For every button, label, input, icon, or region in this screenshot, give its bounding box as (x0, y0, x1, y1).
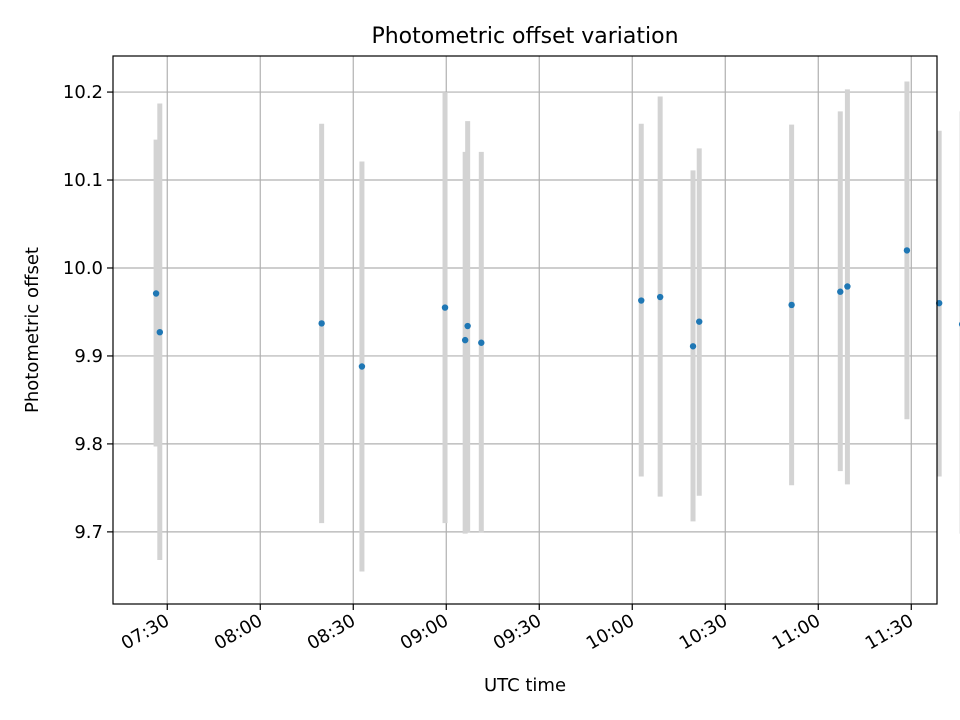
y-axis-ticks: 9.7 9.8 9.9 10.0 10.1 10.2 (63, 82, 113, 543)
y-tick-label: 9.8 (74, 434, 103, 455)
data-point (152, 290, 160, 297)
data-point (441, 304, 449, 311)
y-axis-label: Photometric offset (22, 247, 43, 413)
data-point (656, 293, 664, 301)
x-tick-label: 10:00 (583, 610, 638, 654)
x-tick-label: 11:00 (769, 610, 824, 654)
x-axis-label: UTC time (484, 675, 566, 696)
y-tick-label: 10.2 (63, 82, 103, 103)
data-point (156, 328, 164, 336)
data-point (358, 363, 366, 370)
x-tick-label: 09:00 (397, 610, 452, 654)
data-point (461, 336, 469, 344)
x-tick-label: 10:30 (676, 610, 731, 654)
data-point (318, 320, 325, 327)
x-axis-ticks: 07:30 08:00 08:30 09:00 09:30 10:00 10:30 11:00… (118, 604, 917, 654)
data-point (837, 288, 844, 295)
x-tick-label: 08:00 (211, 610, 266, 654)
y-tick-label: 10.1 (63, 170, 103, 191)
data-point (903, 247, 911, 254)
error-bars (153, 81, 960, 572)
x-tick-label: 07:30 (118, 610, 173, 654)
data-point (844, 283, 851, 290)
y-tick-label: 9.7 (74, 522, 103, 543)
y-tick-label: 10.0 (63, 258, 103, 279)
data-point (788, 301, 795, 309)
data-point (478, 339, 485, 346)
grid-lines (113, 56, 937, 604)
plot-frame (112, 55, 938, 605)
x-tick-label: 08:30 (304, 610, 359, 654)
data-point (464, 322, 471, 330)
data-point (638, 297, 645, 304)
y-tick-label: 9.9 (74, 346, 103, 367)
data-point (689, 343, 697, 350)
chart-title: Photometric offset variation (371, 24, 678, 49)
x-tick-label: 09:30 (490, 610, 545, 654)
x-tick-label: 11:30 (862, 610, 917, 654)
data-points (152, 247, 960, 370)
data-point (696, 318, 703, 325)
